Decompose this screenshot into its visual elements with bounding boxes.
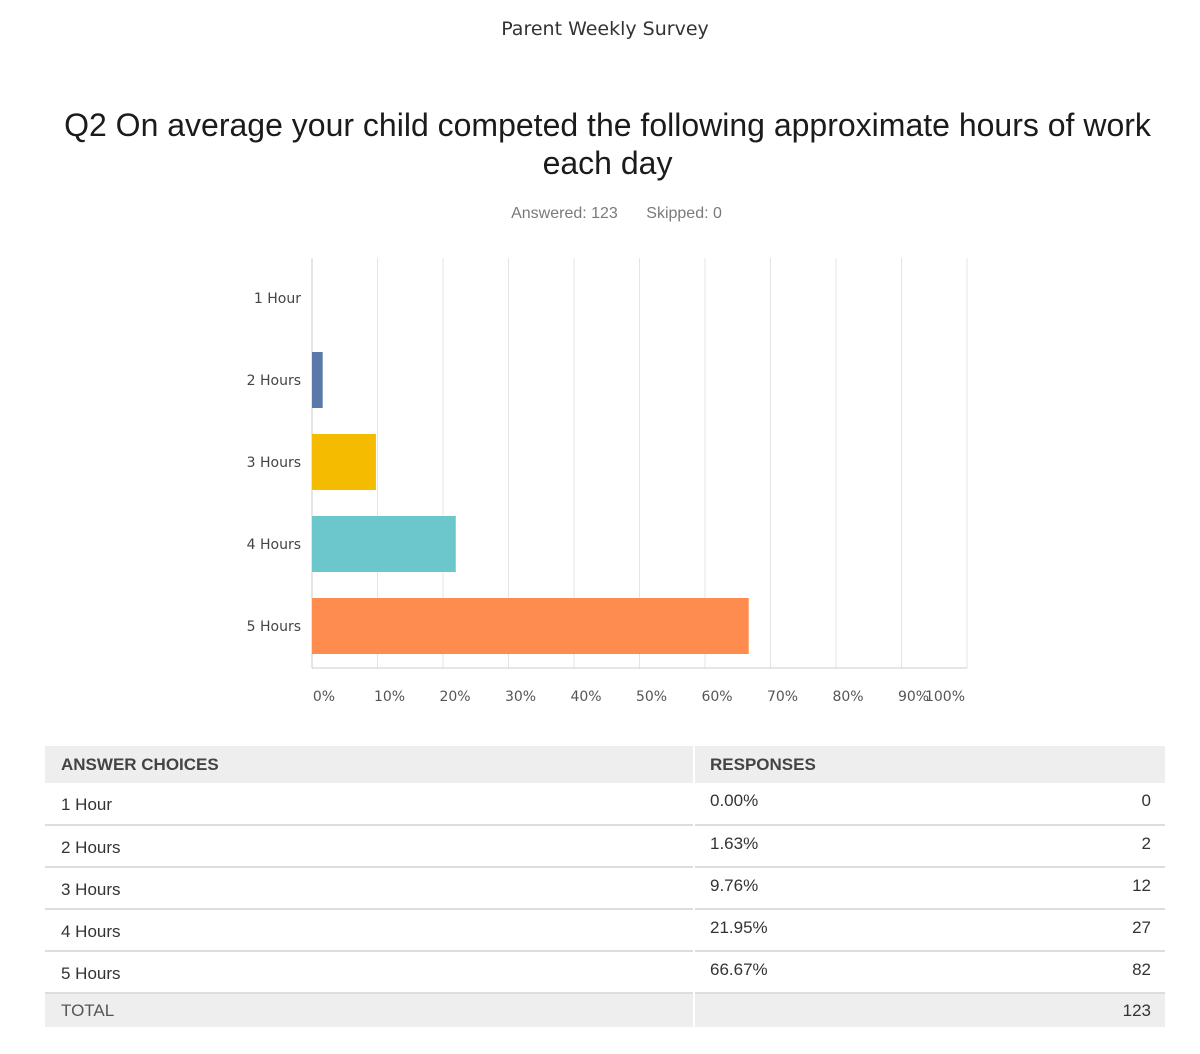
table-row: 2 Hours 1.63% 2 bbox=[45, 825, 1165, 867]
question-title: Q2 On average your child competed the fo… bbox=[64, 107, 1151, 181]
row-choice: 5 Hours bbox=[61, 964, 121, 983]
row-percent: 9.76% bbox=[693, 867, 994, 909]
x-tick-label: 100% bbox=[925, 689, 965, 705]
bar bbox=[312, 434, 376, 490]
x-tick-label: 60% bbox=[701, 689, 732, 705]
total-count: 123 bbox=[1122, 1000, 1151, 1020]
bar bbox=[312, 516, 456, 572]
total-spacer bbox=[693, 993, 994, 1027]
answered-count: Answered: 123 bbox=[511, 205, 618, 222]
row-choice: 1 Hour bbox=[61, 795, 113, 814]
category-label: 5 Hours bbox=[247, 619, 301, 635]
x-tick-label: 70% bbox=[767, 689, 798, 705]
row-count: 2 bbox=[1141, 834, 1151, 853]
x-tick-label: 80% bbox=[832, 689, 863, 705]
row-percent: 0.00% bbox=[693, 783, 994, 825]
x-tick-label: 30% bbox=[505, 689, 536, 705]
row-count: 0 bbox=[1141, 791, 1151, 810]
row-choice: 3 Hours bbox=[61, 880, 121, 899]
survey-title: Parent Weekly Survey bbox=[501, 18, 709, 40]
answer-choices-header: ANSWER CHOICES bbox=[61, 754, 219, 774]
row-percent: 21.95% bbox=[693, 909, 994, 951]
x-tick-label: 0% bbox=[313, 689, 335, 705]
bar bbox=[312, 352, 323, 408]
bar bbox=[312, 598, 749, 654]
category-label: 4 Hours bbox=[247, 537, 301, 553]
bar-chart: 0% 10% 20% 30% 40% 50% 60% 70% 80% 90%100% 1 Hour 2… bbox=[247, 258, 968, 705]
row-choice: 4 Hours bbox=[61, 922, 121, 941]
row-count: 27 bbox=[1132, 918, 1151, 937]
total-row: TOTAL 123 bbox=[45, 993, 1165, 1027]
total-label: TOTAL bbox=[61, 1000, 115, 1020]
table-row: 4 Hours 21.95% 27 bbox=[45, 909, 1165, 951]
table-row: 3 Hours 9.76% 12 bbox=[45, 867, 1165, 909]
table-row: 1 Hour 0.00% 0 bbox=[45, 783, 1165, 825]
response-stats: Answered: 123 Skipped: 0 bbox=[0, 205, 1200, 223]
skipped-count: Skipped: 0 bbox=[646, 205, 722, 222]
row-percent: 66.67% bbox=[693, 951, 994, 993]
x-tick-label: 90% bbox=[898, 689, 929, 705]
x-tick-label: 40% bbox=[570, 689, 601, 705]
category-label: 2 Hours bbox=[247, 373, 301, 389]
category-label: 3 Hours bbox=[247, 455, 301, 471]
x-tick-label: 20% bbox=[439, 689, 470, 705]
category-label: 1 Hour bbox=[254, 291, 301, 307]
row-percent: 1.63% bbox=[693, 825, 994, 867]
row-choice: 2 Hours bbox=[61, 838, 121, 857]
x-tick-label: 10% bbox=[374, 689, 405, 705]
row-count: 82 bbox=[1132, 960, 1151, 979]
x-tick-label: 50% bbox=[636, 689, 667, 705]
responses-header: RESPONSES bbox=[693, 746, 1165, 783]
responses-table: ANSWER CHOICES RESPONSES 1 Hour 0.00% 0 … bbox=[45, 746, 1165, 1027]
row-count: 12 bbox=[1132, 876, 1151, 895]
table-row: 5 Hours 66.67% 82 bbox=[45, 951, 1165, 993]
table-header: ANSWER CHOICES RESPONSES bbox=[45, 746, 1165, 783]
